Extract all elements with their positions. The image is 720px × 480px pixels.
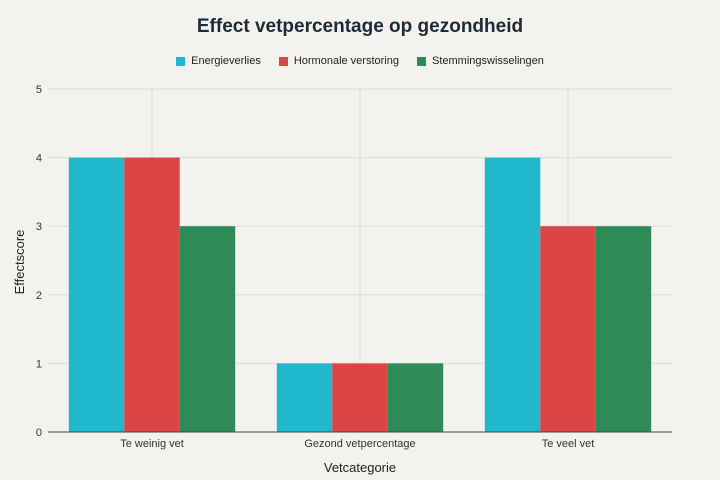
bar [540, 226, 596, 432]
bar [179, 226, 236, 432]
y-tick-label: 5 [36, 84, 42, 96]
bar [124, 157, 180, 432]
legend-swatch [176, 56, 186, 66]
x-axis-title: Vetcategorie [324, 460, 396, 475]
bar [595, 226, 652, 432]
legend-label: Stemmingswisselingen [431, 55, 544, 67]
legend-swatch [416, 56, 426, 66]
chart-title: Effect vetpercentage op gezondheid [196, 16, 524, 37]
x-tick-label: Te weinig vet [120, 438, 184, 450]
chart-legend: Energieverlies Hormonale verstoring Stem… [0, 55, 720, 67]
legend-label: Hormonale verstoring [293, 55, 399, 67]
legend-swatch [278, 56, 288, 66]
bar [276, 363, 333, 432]
y-axis-title: Effectscore [12, 230, 27, 295]
bar [68, 157, 125, 432]
bar [387, 363, 444, 432]
legend-item-energieverlies[interactable]: Energieverlies [176, 55, 261, 67]
bar [332, 363, 388, 432]
y-tick-label: 4 [36, 153, 42, 165]
legend-item-stemmingswisselingen[interactable]: Stemmingswisselingen [416, 55, 544, 67]
y-tick-label: 3 [36, 221, 42, 233]
bar [484, 157, 541, 432]
x-tick-label: Gezond vetpercentage [304, 438, 415, 450]
legend-item-hormonale-verstoring[interactable]: Hormonale verstoring [278, 55, 399, 67]
y-tick-label: 0 [36, 427, 42, 439]
y-tick-label: 2 [36, 290, 42, 302]
legend-label: Energieverlies [191, 55, 261, 67]
x-tick-label: Te veel vet [542, 438, 595, 450]
y-tick-label: 1 [36, 358, 42, 370]
